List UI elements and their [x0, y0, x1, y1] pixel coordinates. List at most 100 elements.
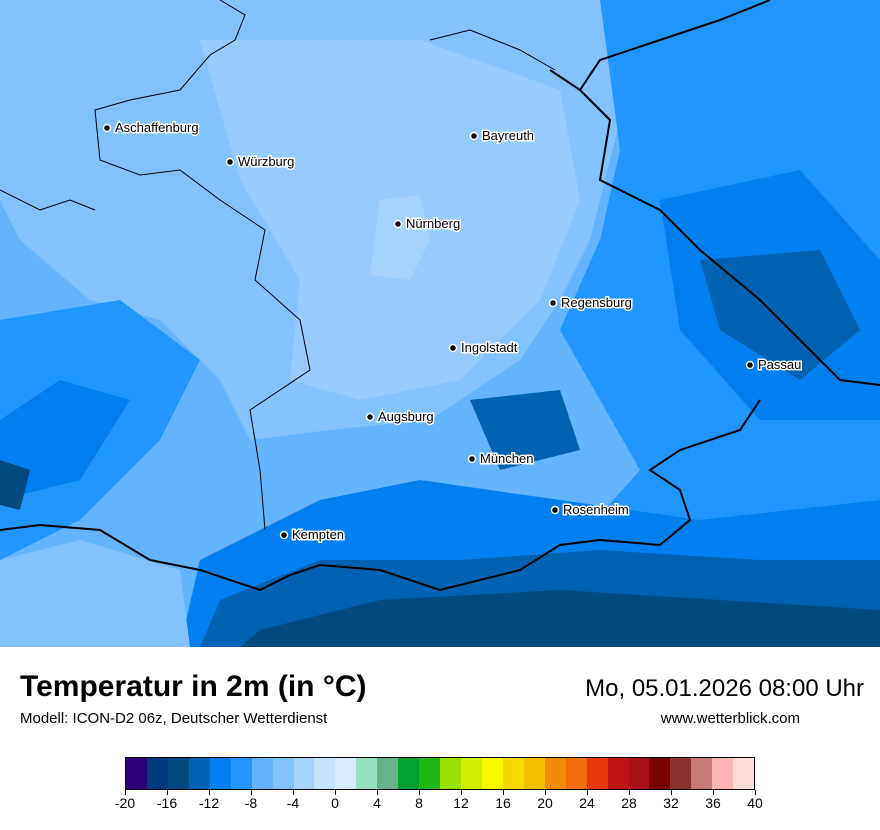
colorbar-segment	[481, 758, 503, 789]
city-label: Würzburg	[238, 154, 294, 169]
city-labels: Aschaffenburg Würzburg Bayreuth Nürnberg Reg…	[102, 119, 803, 544]
colorbar-segment	[733, 758, 755, 789]
colorbar-tick-label: 20	[537, 795, 553, 811]
city-label: Kempten	[292, 527, 344, 542]
colorbar-tick-label: -16	[156, 795, 178, 811]
city-rosenheim: Rosenheim	[550, 501, 630, 519]
colorbar-tick-label: 12	[453, 795, 469, 811]
colorbar-tick-label: -20	[114, 795, 136, 811]
colorbar-tick-label: 40	[747, 795, 763, 811]
colorbar-tick	[713, 790, 714, 795]
colorbar-tick-label: 32	[663, 795, 679, 811]
colorbar-segment	[523, 758, 545, 789]
state-borders	[0, 0, 556, 531]
city-ingolstadt: Ingolstadt	[448, 339, 519, 357]
city-dot	[469, 131, 479, 141]
city-label: Passau	[758, 357, 801, 372]
city-passau: Passau	[745, 356, 803, 374]
colorbar-segment	[314, 758, 336, 789]
colorbar-tick-label: 24	[579, 795, 595, 811]
colorbar-segment	[607, 758, 629, 789]
colorbar-tick-label: -8	[244, 795, 258, 811]
city-kempten: Kempten	[279, 526, 346, 544]
forecast-datetime: Mo, 05.01.2026 08:00 Uhr	[585, 675, 864, 702]
colorbar-segment	[691, 758, 713, 789]
colorbar-tick-label: -4	[286, 795, 300, 811]
colorbar-tick-label: 28	[621, 795, 637, 811]
colorbar-tick	[251, 790, 252, 795]
colorbar-tick	[419, 790, 420, 795]
colorbar-segment	[544, 758, 566, 789]
city-dot	[279, 530, 289, 540]
city-label: Rosenheim	[563, 502, 629, 517]
country-borders	[0, 0, 880, 592]
colorbar-segment	[670, 758, 692, 789]
colorbar-tick	[629, 790, 630, 795]
city-dot	[745, 360, 755, 370]
colorbar-segment	[398, 758, 420, 789]
colorbar-segment	[146, 758, 168, 789]
city-dot	[393, 219, 403, 229]
city-label: München	[480, 451, 533, 466]
city-aschaffenburg: Aschaffenburg	[102, 119, 200, 137]
colorbar-tick	[377, 790, 378, 795]
colorbar-segment	[335, 758, 357, 789]
colorbar	[125, 757, 755, 790]
colorbar-segment	[440, 758, 461, 789]
city-dot	[448, 343, 458, 353]
colorbar-tick	[503, 790, 504, 795]
colorbar-segment	[419, 758, 441, 789]
map-title: Temperatur in 2m (in °C)	[20, 670, 367, 703]
colorbar-segment	[230, 758, 252, 789]
city-dot	[548, 298, 558, 308]
colorbar-segment	[356, 758, 378, 789]
colorbar-segment	[461, 758, 482, 789]
colorbar-segment	[628, 758, 650, 789]
colorbar-tick	[167, 790, 168, 795]
colorbar-tick-label: -12	[198, 795, 220, 811]
colorbar-tick	[755, 790, 756, 795]
colorbar-segment	[251, 758, 273, 789]
model-info: Modell: ICON-D2 06z, Deutscher Wetterdie…	[20, 710, 328, 727]
colorbar-segment	[586, 758, 608, 789]
city-label: Aschaffenburg	[115, 120, 199, 135]
city-label: Augsburg	[378, 409, 434, 424]
colorbar-segment	[293, 758, 315, 789]
city-dot	[225, 157, 235, 167]
city-bayreuth: Bayreuth	[469, 127, 536, 145]
city-augsburg: Augsburg	[365, 408, 435, 426]
colorbar-segment	[502, 758, 524, 789]
colorbar-tick-label: 16	[495, 795, 511, 811]
colorbar-segment	[649, 758, 671, 789]
city-nürnberg: Nürnberg	[393, 215, 462, 233]
city-label: Nürnberg	[406, 216, 460, 231]
colorbar-ticks: -20 -16 -12 -8 -4 0 4 8 12 16 20 24 28 32 36 40	[115, 790, 763, 820]
city-dot	[550, 505, 560, 515]
colorbar-tick	[209, 790, 210, 795]
colorbar-segment	[209, 758, 231, 789]
temperature-field	[0, 0, 880, 647]
colorbar-segment	[565, 758, 587, 789]
website-link[interactable]: www.wetterblick.com	[660, 710, 800, 727]
colorbar-tick	[545, 790, 546, 795]
colorbar-segment	[272, 758, 294, 789]
colorbar-segment	[712, 758, 734, 789]
city-dot	[467, 454, 477, 464]
temperature-map: Aschaffenburg Würzburg Bayreuth Nürnberg Reg…	[0, 0, 880, 647]
city-label: Ingolstadt	[461, 340, 518, 355]
colorbar-segment	[167, 758, 189, 789]
colorbar-tick-label: 4	[373, 795, 381, 811]
colorbar-segment	[188, 758, 210, 789]
city-münchen: München	[467, 450, 535, 468]
city-dot	[365, 412, 375, 422]
colorbar-tick	[671, 790, 672, 795]
colorbar-tick	[293, 790, 294, 795]
colorbar-tick	[461, 790, 462, 795]
colorbar-tick-label: 0	[331, 795, 339, 811]
city-label: Bayreuth	[482, 128, 534, 143]
colorbar-segment	[377, 758, 399, 789]
colorbar-tick-label: 36	[705, 795, 721, 811]
colorbar-segment	[126, 758, 147, 789]
city-würzburg: Würzburg	[225, 153, 296, 171]
city-regensburg: Regensburg	[548, 294, 633, 312]
